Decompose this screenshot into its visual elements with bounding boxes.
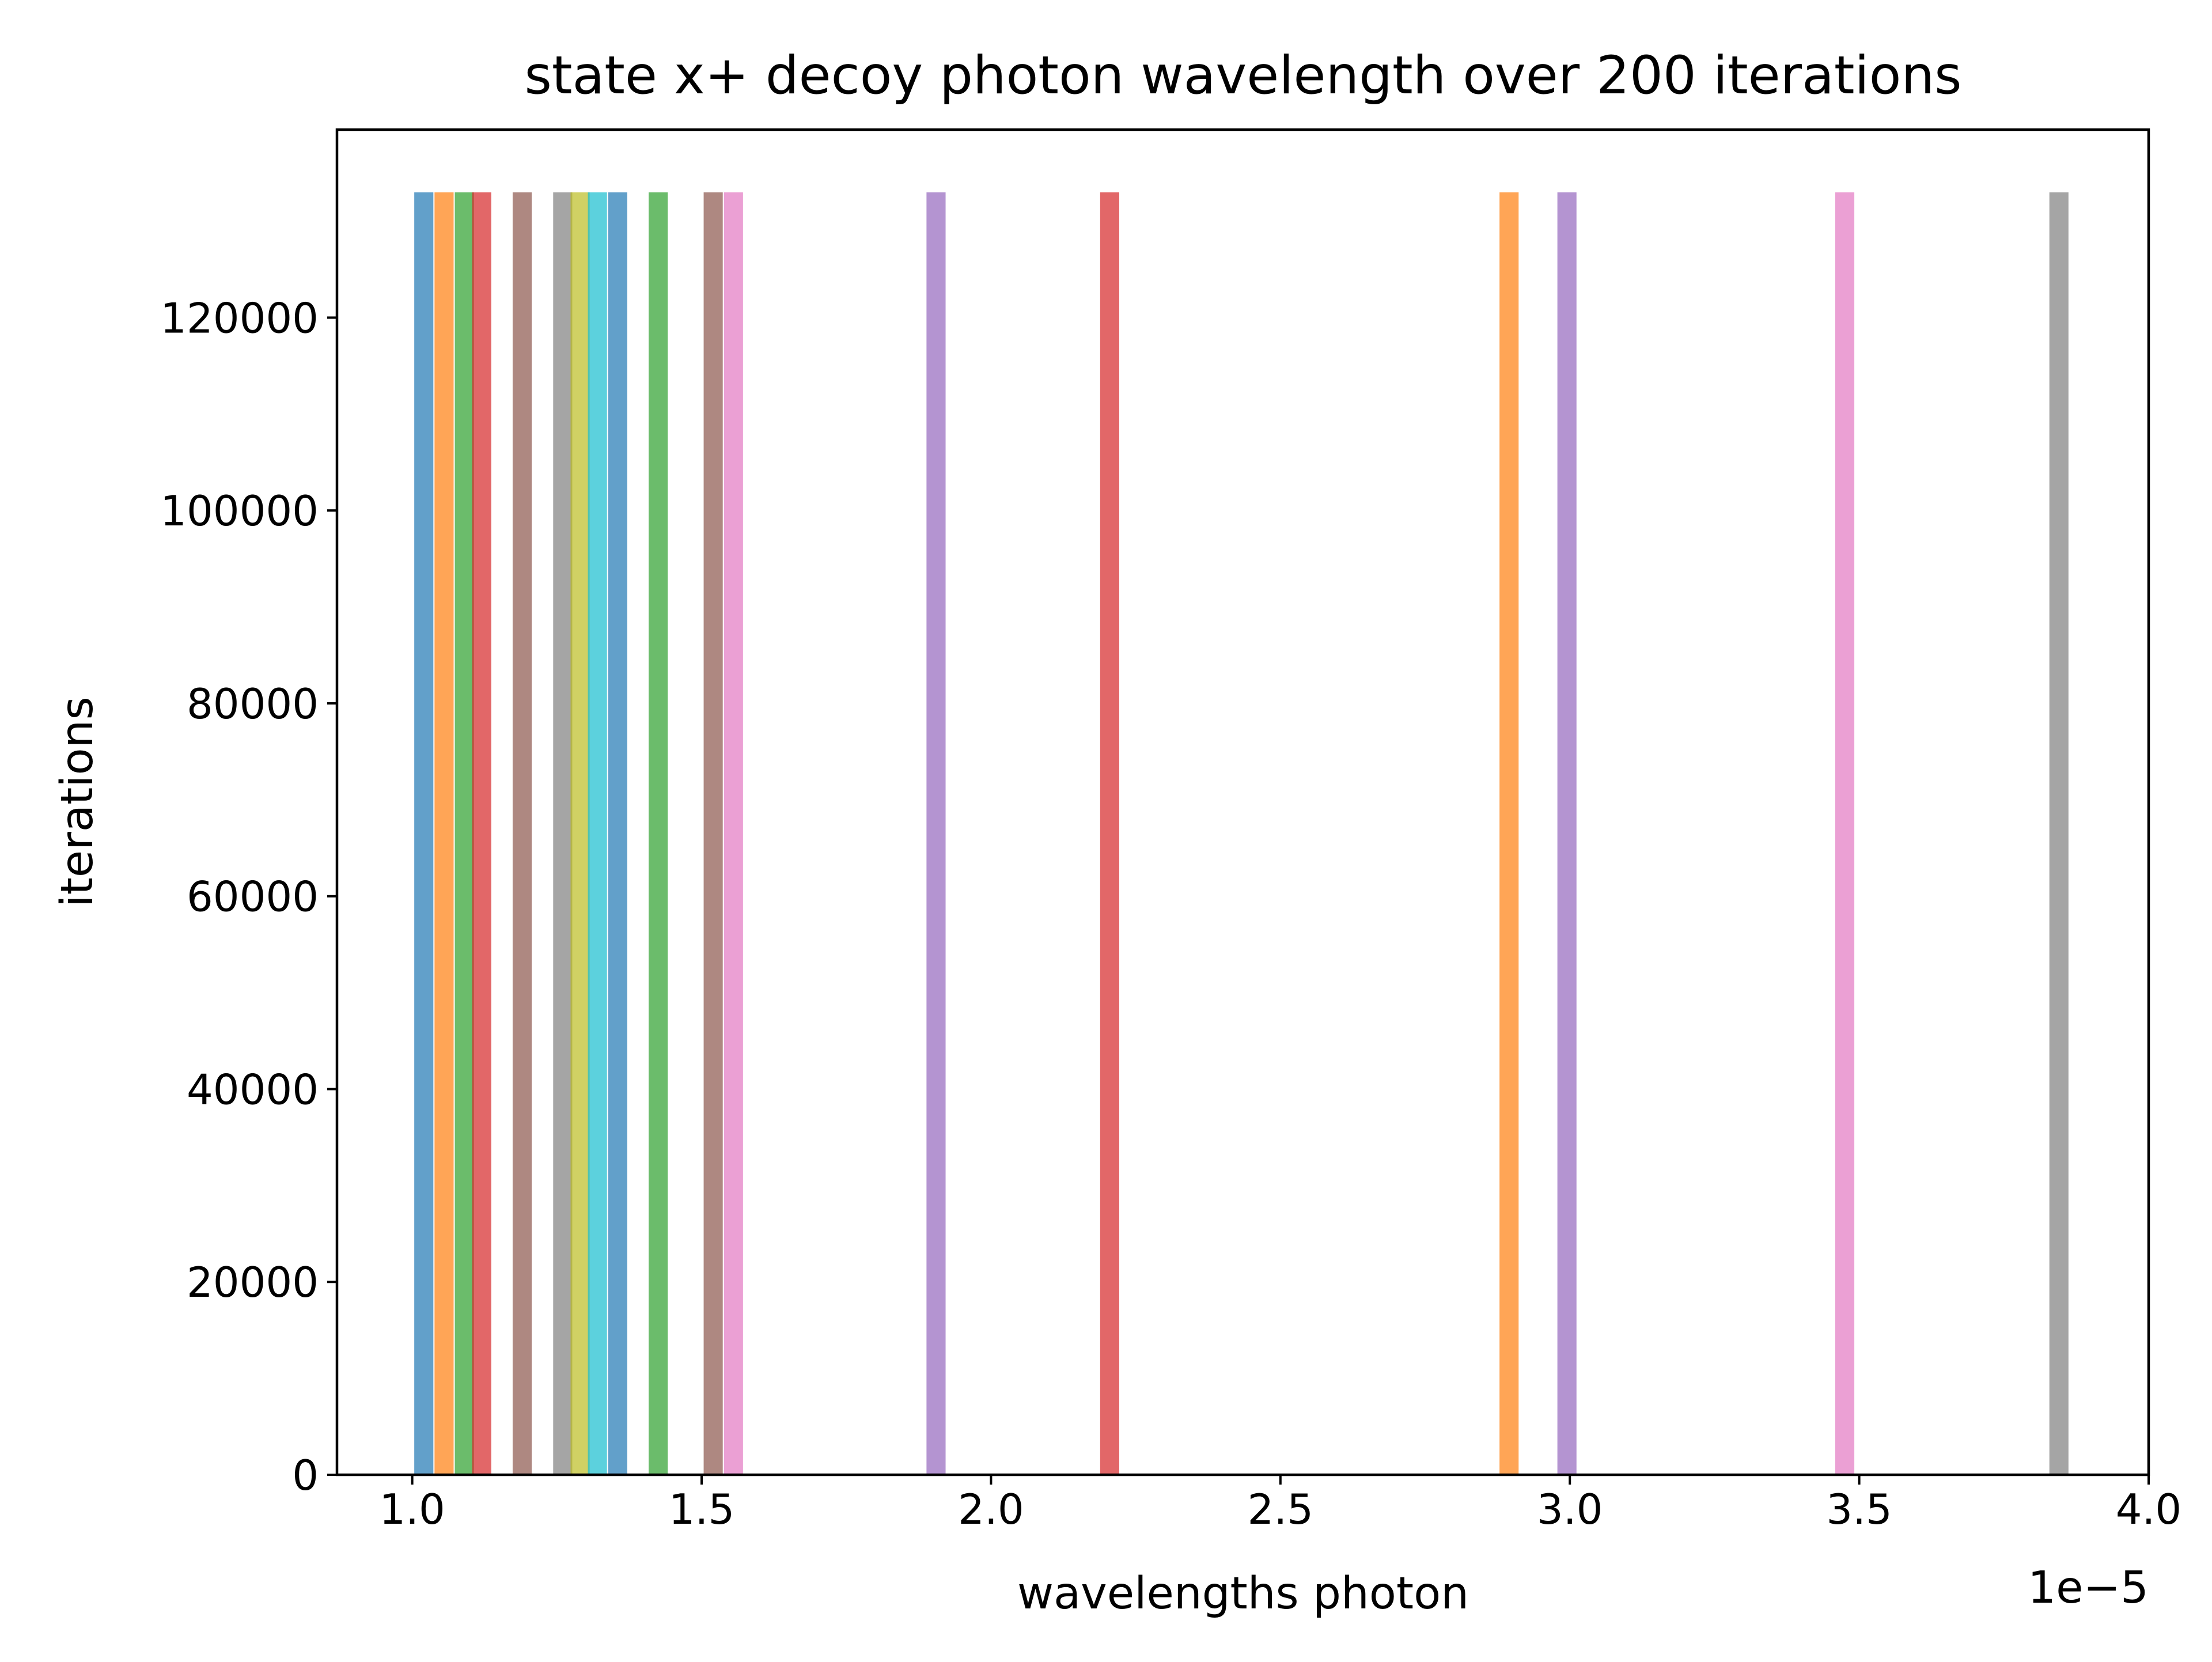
histogram-bar-11 [703,192,723,1475]
y-tick-label: 0 [292,1451,319,1500]
histogram-bar-16 [1557,192,1577,1475]
x-axis-label: wavelengths photon [1017,1568,1469,1619]
y-tick-label: 60000 [187,873,319,921]
y-tick-label: 80000 [187,680,319,728]
y-axis-label: iterations [52,696,103,907]
bars-layer [414,192,2069,1475]
histogram-bar-7 [570,192,590,1475]
y-tick-label: 100000 [160,487,319,535]
x-tick-label: 2.0 [958,1485,1024,1534]
histogram-bar-10 [649,192,668,1475]
histogram-bar-13 [926,192,946,1475]
histogram-bar-9 [608,192,627,1475]
histogram-bar-5 [512,192,532,1475]
histogram-bar-12 [724,192,743,1475]
histogram-bar-6 [553,192,573,1475]
histogram-bar-2 [434,192,454,1475]
histogram-bar-1 [414,192,434,1475]
x-tick-label: 3.0 [1537,1485,1603,1534]
y-tick-label: 120000 [160,294,319,342]
plot-frame [335,128,2150,1477]
x-tick-label: 1.5 [669,1485,735,1534]
histogram-bar-3 [454,192,474,1475]
histogram-bar-4 [472,192,491,1475]
histogram-bar-18 [2049,192,2069,1475]
chart-title: state x+ decoy photon wavelength over 20… [524,46,1961,106]
x-axis-offset-text: 1e−5 [2028,1562,2149,1614]
histogram-bar-17 [1835,192,1855,1475]
histogram-bar-8 [588,192,607,1475]
histogram-bar-14 [1100,192,1119,1475]
x-tick-label: 3.5 [1826,1485,1892,1534]
x-tick-label: 2.5 [1248,1485,1314,1534]
axes-layer: 1.0 1.5 2.0 2.5 3.0 3.5 4.0 0 20000 40000 60000 800… [160,294,2181,1534]
y-tick-label: 20000 [187,1258,319,1307]
histogram-bar-15 [1499,192,1519,1475]
y-tick-label: 40000 [187,1065,319,1114]
x-tick-label: 1.0 [379,1485,445,1534]
x-tick-label: 4.0 [2116,1485,2182,1534]
